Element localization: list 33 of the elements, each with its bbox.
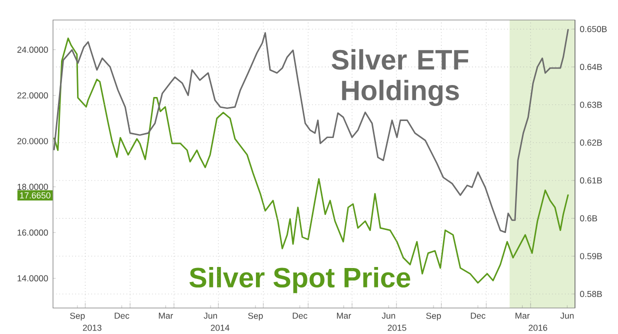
y2-tick-label: 0.63B xyxy=(580,102,602,108)
y-tick-label: 24.0000 xyxy=(17,46,48,53)
x-tick-label: Jun xyxy=(382,312,396,319)
x-tick-label: Mar xyxy=(337,312,352,319)
y2-tick-label: 0.64B xyxy=(580,64,602,70)
y-tick-label: 22.0000 xyxy=(17,92,48,98)
y2-tick-label: 0.59B xyxy=(580,253,602,260)
y-tick-label: 20.0000 xyxy=(17,138,48,144)
y-tick-label: 18.0000 xyxy=(18,184,48,190)
x-tick-label: Sep xyxy=(426,312,441,321)
y2-tick-label: 0.6B xyxy=(580,215,598,222)
y-tick-label: 16.0000 xyxy=(18,230,48,236)
text: 2013 xyxy=(82,324,102,331)
x-tick-label: Jun xyxy=(204,312,217,319)
x-tick-label: Dec xyxy=(114,312,130,319)
series-label: Silver ETF Holdings xyxy=(332,49,468,106)
x-tick-label: Dec xyxy=(470,312,486,319)
y-tick-label: 14.0000 xyxy=(18,275,48,282)
x-tick-label: Mar xyxy=(516,312,530,319)
series-label: Silver Spot Price xyxy=(189,267,410,294)
x-tick-label: Jun xyxy=(560,312,574,319)
text: 2014 xyxy=(210,324,230,331)
y2-tick-label: 0.62B xyxy=(580,140,602,146)
x-tick-label: Dec xyxy=(292,312,308,319)
text: 2015 xyxy=(388,324,406,331)
y2-tick-label: 0.61B xyxy=(580,177,602,184)
y2-tick-label: 0.650B xyxy=(580,26,607,32)
text: 2016 xyxy=(528,324,548,331)
text: 17.6650 xyxy=(20,192,50,198)
x-tick-label: Mar xyxy=(158,312,174,319)
x-tick-label: Sep xyxy=(248,312,263,321)
y2-tick-label: 0.58B xyxy=(580,290,602,298)
x-tick-label: Sep xyxy=(70,312,85,321)
